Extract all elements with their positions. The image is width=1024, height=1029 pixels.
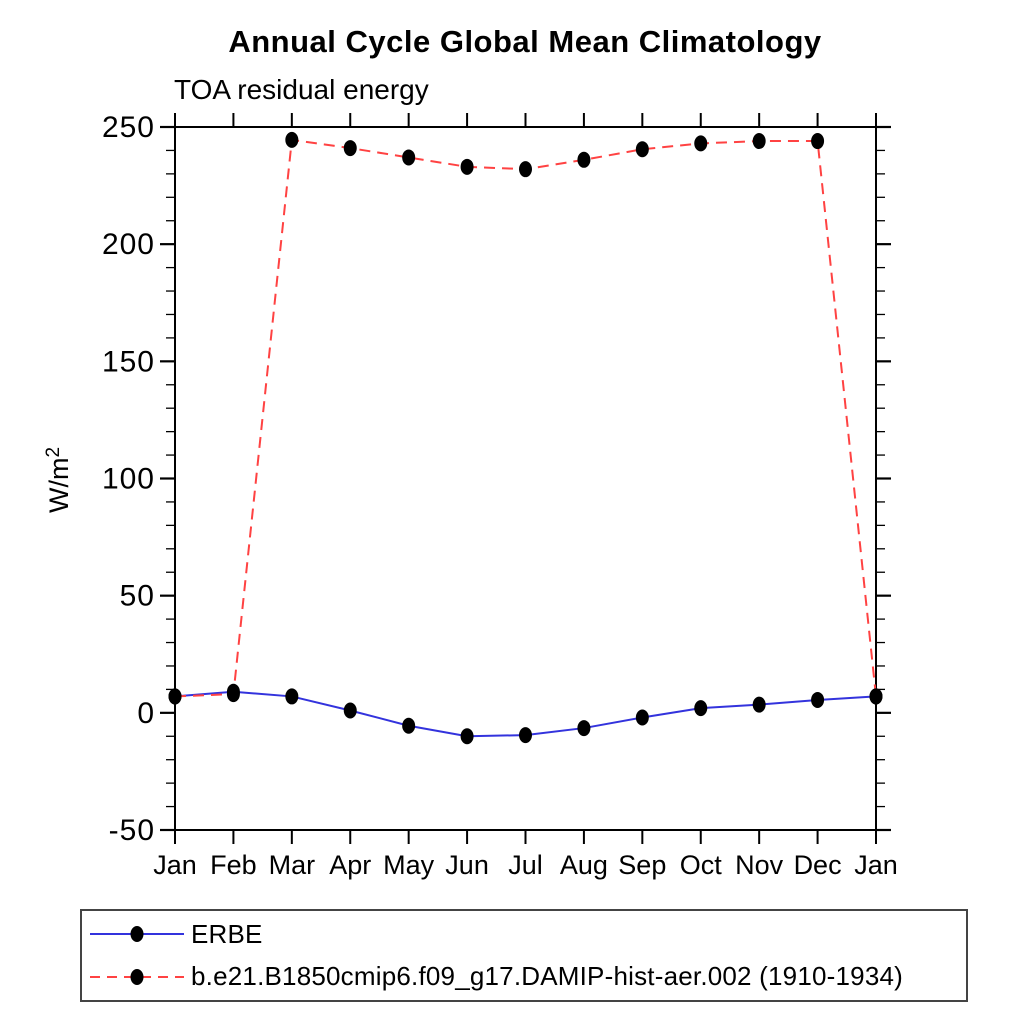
x-tick-label: Nov — [735, 850, 784, 880]
data-point-model — [577, 151, 591, 168]
data-point-erbe — [519, 727, 532, 744]
x-tick-label: Apr — [329, 850, 371, 880]
x-tick-label: Jun — [445, 850, 489, 880]
data-point-erbe — [285, 688, 299, 705]
x-tick-label: Feb — [210, 850, 257, 880]
chart-title: Annual Cycle Global Mean Climatology — [228, 24, 822, 59]
y-tick-label: -50 — [109, 814, 155, 847]
legend-marker-dot-model — [130, 968, 144, 985]
data-point-model — [519, 161, 532, 178]
y-axis-title-base: W/m — [44, 458, 74, 513]
data-point-model — [694, 135, 708, 152]
legend-marker-dot-erbe — [130, 926, 144, 943]
x-tick-label: Dec — [794, 850, 842, 880]
legend-line-sample-erbe — [90, 926, 184, 943]
legend-entry-erbe: ERBE — [87, 914, 966, 954]
y-tick-label: 50 — [120, 580, 155, 613]
data-point-model — [226, 686, 240, 703]
data-point-model — [752, 133, 766, 150]
x-tick-label: Aug — [560, 850, 608, 880]
y-tick-label: 0 — [137, 697, 155, 730]
y-axis-title: W/m2 — [43, 447, 74, 513]
x-tick-label: Oct — [680, 850, 723, 880]
data-point-model — [343, 140, 357, 157]
y-tick-label: 200 — [102, 228, 155, 261]
legend-label-erbe: ERBE — [191, 918, 263, 949]
data-point-model — [869, 688, 883, 705]
data-point-erbe — [343, 702, 357, 719]
chart-subtitle: TOA residual energy — [174, 74, 429, 105]
data-point-erbe — [811, 691, 825, 708]
x-tick-label: Mar — [269, 850, 316, 880]
legend-entry-model: b.e21.B1850cmip6.f09_g17.DAMIP-hist-aer.… — [87, 957, 966, 997]
y-tick-label: 100 — [102, 463, 155, 496]
plot-series — [168, 131, 883, 745]
data-point-model — [460, 158, 474, 175]
x-tick-label: Jul — [508, 850, 543, 880]
data-point-erbe — [694, 700, 708, 717]
data-point-erbe — [635, 709, 649, 726]
y-axis-title-exponent: 2 — [43, 447, 64, 458]
legend-label-model: b.e21.B1850cmip6.f09_g17.DAMIP-hist-aer.… — [191, 961, 903, 992]
x-tick-label: Jan — [854, 850, 898, 880]
data-point-erbe — [752, 696, 766, 713]
y-tick-label: 150 — [102, 345, 155, 378]
legend-box: ERBE b.e21.B1850cmip6.f09_g17.DAMIP-hist… — [80, 909, 968, 1002]
x-tick-label: May — [383, 850, 435, 880]
legend-line-sample-model — [90, 968, 184, 985]
data-point-erbe — [577, 720, 591, 737]
data-point-erbe — [460, 728, 474, 745]
data-point-model — [285, 131, 299, 148]
data-point-model — [402, 149, 416, 166]
data-point-model — [635, 141, 649, 158]
data-point-model — [811, 133, 825, 150]
x-tick-label: Sep — [618, 850, 666, 880]
x-tick-label: Jan — [153, 850, 197, 880]
data-point-erbe — [402, 717, 416, 734]
plot-axes: -50 0 50 100 150 200 250 Jan Feb Mar Apr May Jun Jul A… — [102, 111, 898, 880]
data-point-model — [168, 688, 182, 705]
y-tick-label: 250 — [102, 111, 155, 144]
plot-border — [174, 126, 877, 831]
series-line-model — [174, 138, 877, 698]
